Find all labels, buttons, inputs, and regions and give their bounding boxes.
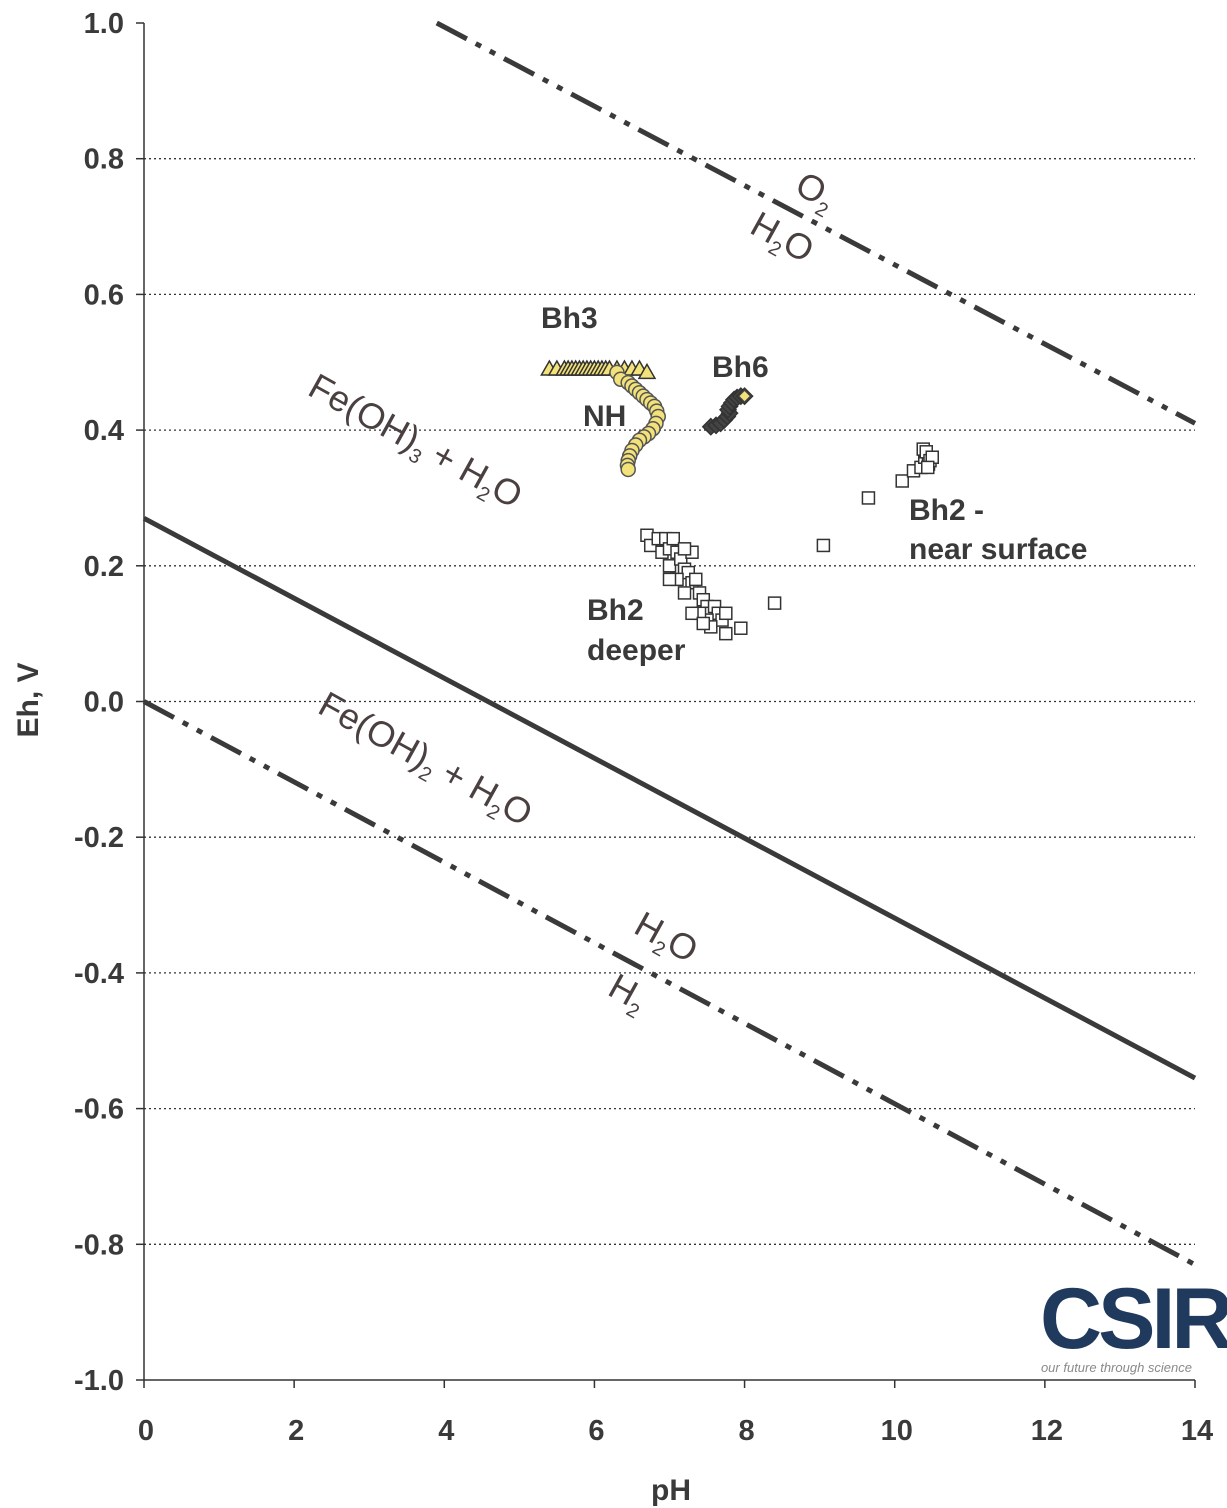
- x-tick-label: 2: [288, 1415, 304, 1447]
- point-bh2-near-surface: [861, 491, 876, 505]
- point-bh2-deeper: [662, 572, 677, 587]
- label-bh2-deeper-line2: deeper: [587, 634, 686, 667]
- label-nh: NH: [583, 400, 626, 433]
- point-nh: [620, 461, 636, 478]
- x-tick-label: 14: [1181, 1415, 1213, 1447]
- y-tick-label: -0.2: [74, 822, 124, 854]
- point-bh2-deeper: [734, 621, 748, 635]
- x-tick-label: 12: [1031, 1415, 1063, 1447]
- y-tick-label: 1.0: [84, 8, 124, 40]
- logo-tagline: our future through science: [1041, 1360, 1192, 1375]
- logo-wordmark: CSIR: [1040, 1271, 1227, 1367]
- point-bh2-near-surface: [895, 474, 909, 488]
- label-h2o-upper: H2O: [742, 203, 821, 275]
- point-bh2-near-surface: [816, 538, 831, 553]
- point-bh2-deeper: [662, 559, 677, 573]
- y-tick-label: 0.0: [84, 687, 124, 719]
- point-bh6-highlight: [739, 391, 750, 402]
- label-bh3: Bh3: [541, 302, 598, 335]
- label-feoh3: Fe(OH)3 + H2O: [300, 365, 530, 520]
- label-bh2-surface-line2: near surface: [909, 533, 1087, 566]
- y-tick-label: 0.6: [84, 279, 124, 311]
- water-stability-line: [435, 20, 1197, 426]
- label-bh2-surface-line1: Bh2 -: [909, 494, 984, 527]
- label-bh2-deeper-line1: Bh2: [587, 594, 644, 627]
- x-tick-label: 10: [881, 1415, 913, 1447]
- x-tick-label: 0: [138, 1415, 154, 1447]
- grid-lines: [144, 158, 1195, 1245]
- y-tick-label: 0.2: [84, 551, 124, 583]
- y-tick-label: -1.0: [74, 1365, 124, 1397]
- stability-lines: [142, 20, 1197, 1267]
- point-bh2-deeper: [677, 542, 692, 556]
- point-bh2-near-surface: [920, 460, 935, 475]
- label-feoh2: Fe(OH)2 + H2O: [310, 683, 540, 838]
- fe-boundary-line: [142, 516, 1197, 1081]
- water-stability-line: [142, 699, 1197, 1267]
- label-h2-lower: H2: [600, 965, 655, 1023]
- y-axis-title: Eh, V: [12, 662, 45, 737]
- x-tick-label: 4: [438, 1415, 454, 1447]
- y-tick-label: -0.8: [74, 1229, 124, 1261]
- y-tick-label: -0.6: [74, 1094, 124, 1126]
- y-tick-label: 0.8: [84, 144, 124, 176]
- point-bh2-deeper: [696, 616, 711, 631]
- point-bh2-deeper: [719, 606, 733, 621]
- point-bh2-deeper: [689, 572, 703, 587]
- point-bh2-deeper: [677, 586, 692, 600]
- point-bh2-deeper: [719, 626, 733, 641]
- axes: 1.0 0.8 0.6 0.4 0.2 0.0 -0.2 -0.4 -0.6 -0.8 -1.0 0 2…: [74, 8, 1213, 1447]
- csir-logo: CSIR our future through science: [1040, 1271, 1227, 1375]
- x-axis-title: pH: [651, 1474, 691, 1507]
- y-tick-label: 0.4: [84, 415, 124, 447]
- label-bh6: Bh6: [712, 351, 769, 384]
- point-bh2-near-surface: [767, 596, 782, 610]
- x-tick-label: 8: [739, 1415, 755, 1447]
- x-tick-label: 6: [588, 1415, 604, 1447]
- point-bh2-deeper: [666, 531, 681, 546]
- point-bh2-deeper: [685, 606, 699, 621]
- y-tick-label: -0.4: [74, 958, 124, 990]
- point-bh3: [637, 362, 657, 380]
- data-points: [540, 359, 939, 641]
